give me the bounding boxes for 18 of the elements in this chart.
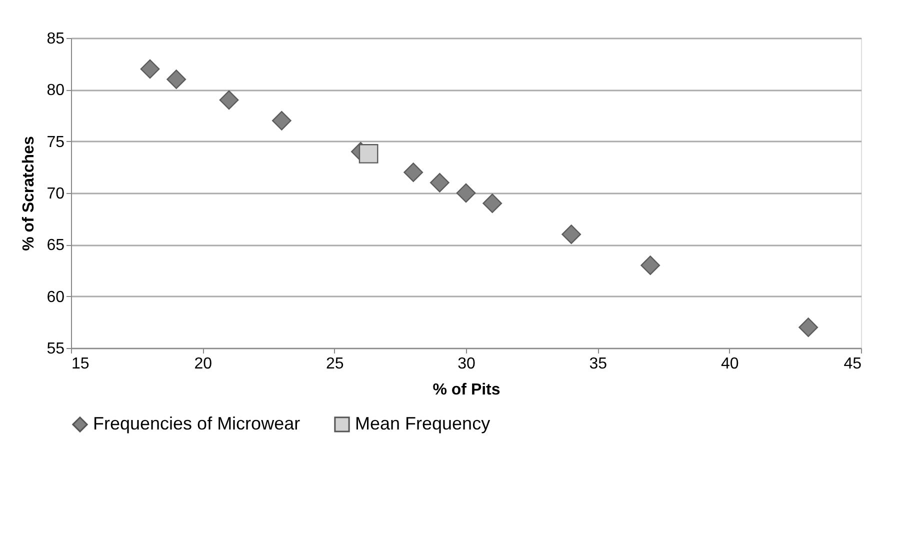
x-tick-label: 40 (720, 356, 739, 372)
legend-label: Mean Frequency (355, 413, 490, 434)
x-tick-label: 20 (194, 356, 212, 372)
x-axis-title: % of Pits (432, 382, 500, 398)
y-tick-label: 80 (46, 82, 65, 100)
x-tick-label: 25 (326, 356, 344, 372)
y-tick-label: 70 (46, 186, 65, 202)
legend-label: Frequencies of Microwear (93, 413, 300, 434)
y-tick-label: 55 (46, 340, 65, 358)
x-tick-label: 15 (72, 356, 90, 372)
x-tick-label: 35 (589, 356, 608, 372)
y-tick-label: 85 (46, 30, 65, 48)
x-tick-label: 45 (844, 356, 862, 372)
y-tick-label: 75 (46, 134, 65, 151)
y-tick-label: 60 (46, 288, 65, 306)
y-tick-label: 65 (46, 237, 65, 254)
y-axis-title: % of Scratches (20, 136, 38, 251)
x-tick-label: 30 (458, 356, 476, 372)
